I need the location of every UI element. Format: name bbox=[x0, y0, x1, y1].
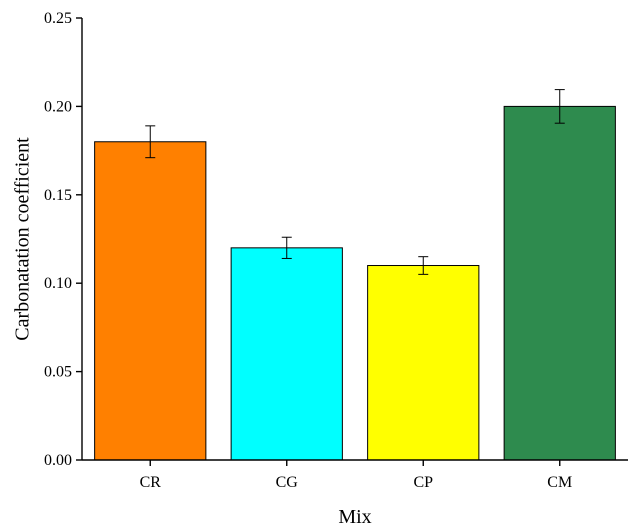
y-ticks-group: 0.00 0.05 0.10 0.15 0.20 0.25 bbox=[44, 10, 82, 469]
y-tick-label: 0.00 bbox=[44, 452, 72, 469]
y-tick-label: 0.15 bbox=[44, 187, 72, 204]
x-tick-label-cg: CG bbox=[276, 474, 299, 491]
y-tick-label: 0.25 bbox=[44, 10, 72, 27]
y-tick-label: 0.10 bbox=[44, 275, 72, 292]
error-bars-group bbox=[145, 89, 565, 275]
y-axis-title: Carbonatation coefficient bbox=[12, 137, 34, 341]
bar-cr bbox=[94, 141, 207, 461]
x-tick-label-cp: CP bbox=[413, 474, 433, 491]
axes-group bbox=[81, 18, 628, 461]
error-bar-cm bbox=[554, 89, 565, 124]
error-bar-cp bbox=[418, 256, 429, 275]
x-tick-label-cm: CM bbox=[547, 474, 572, 491]
x-ticks-group: CR CG CP CM bbox=[140, 460, 572, 491]
y-tick-label: 0.05 bbox=[44, 364, 72, 381]
bar-cm bbox=[503, 105, 616, 461]
bar-cg bbox=[230, 247, 343, 461]
error-bar-cr bbox=[145, 125, 156, 159]
error-bar-cg bbox=[281, 236, 292, 259]
x-tick-label-cr: CR bbox=[140, 474, 162, 491]
x-axis-title: Mix bbox=[338, 506, 371, 527]
bars-group bbox=[94, 105, 616, 461]
bar-cp bbox=[367, 265, 480, 461]
y-tick-label: 0.20 bbox=[44, 98, 72, 115]
